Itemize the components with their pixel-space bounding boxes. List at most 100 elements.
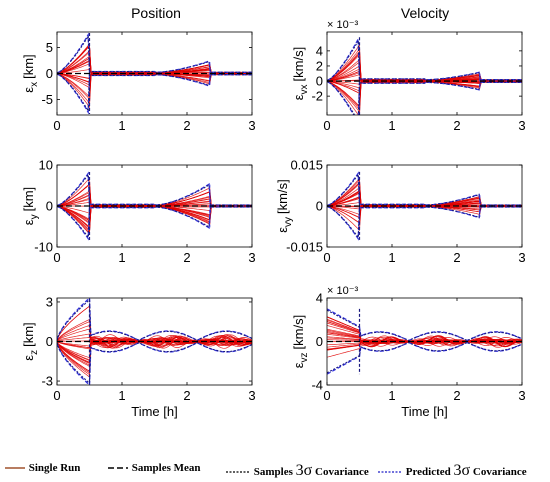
legend-sigma-samples: 3σ <box>295 462 313 479</box>
y-axis-label-unit: [km] <box>21 54 36 79</box>
legend-sigma-predicted: 3σ <box>453 462 471 479</box>
x-tick-label: 0 <box>323 118 330 133</box>
y-axis-label-unit: [km/s] <box>291 47 306 82</box>
legend-label-samples-mean: Samples Mean <box>131 462 201 474</box>
samples-cov-line <box>57 205 252 239</box>
x-tick-label: 0 <box>53 388 60 403</box>
samples-cov-line <box>327 81 522 115</box>
run-line <box>57 205 252 220</box>
run-line <box>57 177 252 206</box>
samples-cov-line <box>327 309 522 342</box>
y-axis-label-main: ε <box>21 87 36 93</box>
y-axis-label: εvy [km/s] <box>275 179 294 232</box>
x-tick-label: 3 <box>518 250 525 265</box>
y-axis-label-sub: y <box>29 214 40 219</box>
axes-box <box>326 31 523 116</box>
y-axis-label: εy [km] <box>21 187 40 225</box>
run-line <box>327 81 522 109</box>
y-tick-label: 0.015 <box>290 158 323 173</box>
run-line <box>327 81 522 108</box>
y-axis-label-sub: z <box>29 350 40 355</box>
x-tick-label: 3 <box>248 118 255 133</box>
x-tick-label: 0 <box>53 250 60 265</box>
plot-area-vx <box>327 36 522 115</box>
y-axis-label-unit: [km] <box>21 187 36 212</box>
run-line <box>57 205 252 222</box>
x-axis-label: Time [h] <box>401 404 447 419</box>
run-line <box>57 205 252 221</box>
legend-item-samples-cov: Samples 3σ Covariance <box>225 462 369 480</box>
y-axis-label-unit: [km/s] <box>291 315 306 350</box>
samples-cov-line <box>57 34 252 74</box>
legend-item-single-run: Single Run <box>4 462 80 474</box>
plot-area-vz <box>327 308 522 375</box>
y-tick-label: 3 <box>46 294 53 309</box>
x-tick-label: 3 <box>248 250 255 265</box>
samples-cov-line <box>327 341 522 374</box>
x-tick-label: 2 <box>453 388 460 403</box>
run-line <box>57 205 252 225</box>
x-tick-label: 2 <box>183 388 190 403</box>
legend: Single Run Samples Mean Samples 3σ Covar… <box>0 458 550 482</box>
run-line <box>327 206 522 232</box>
run-line <box>57 73 252 109</box>
y-axis-label-main: ε <box>291 362 306 368</box>
column-title-position: Position <box>131 5 181 21</box>
y-tick-label: -4 <box>311 378 323 393</box>
y-tick-label: 0 <box>316 334 323 349</box>
run-line <box>57 205 252 224</box>
y-tick-label: -2 <box>311 89 323 104</box>
y-axis-label-sub: x <box>29 82 40 87</box>
x-tick-label: 1 <box>388 250 395 265</box>
x-tick-label: 0 <box>323 388 330 403</box>
run-line <box>327 61 522 82</box>
predicted-cov-line <box>57 73 252 115</box>
run-line <box>327 50 522 81</box>
legend-label-single-run: Single Run <box>28 462 81 474</box>
samples-cov-line <box>327 38 522 81</box>
y-axis-label-main: ε <box>291 94 306 100</box>
x-axis-label: Time [h] <box>131 404 177 419</box>
x-tick-label: 2 <box>183 250 190 265</box>
x-tick-label: 3 <box>248 388 255 403</box>
run-line <box>327 58 522 82</box>
legend-label-predicted: Predicted <box>405 466 451 478</box>
run-line <box>57 44 252 74</box>
y-axis-label-main: ε <box>21 219 36 225</box>
y-tick-label: -0.015 <box>286 240 323 255</box>
y-axis-label-sub: vz <box>299 352 310 362</box>
y-tick-label: -3 <box>41 374 53 389</box>
x-tick-label: 2 <box>453 118 460 133</box>
y-tick-label: 10 <box>39 158 53 173</box>
y-tick-label: 0 <box>316 74 323 89</box>
y-axis-label: εvz [km/s] <box>291 315 310 368</box>
x-tick-label: 1 <box>118 388 125 403</box>
predicted-cov-line <box>327 341 522 375</box>
run-line <box>327 52 522 81</box>
y-tick-label: 4 <box>316 43 323 58</box>
predicted-cov-line <box>327 36 522 82</box>
plot-area-vy <box>327 171 522 241</box>
y-axis-label-sub: vx <box>299 84 310 94</box>
plot-area-px <box>57 32 252 115</box>
y-axis-label-unit: [km/s] <box>275 179 290 214</box>
legend-suffix-predicted: Covariance <box>472 466 527 478</box>
x-tick-label: 1 <box>388 118 395 133</box>
exponent-label: × 10⁻³ <box>327 285 359 297</box>
predicted-cov-line <box>327 171 522 207</box>
x-tick-label: 0 <box>323 250 330 265</box>
legend-item-predicted-cov: Predicted 3σ Covariance <box>377 462 527 480</box>
x-tick-label: 1 <box>388 388 395 403</box>
y-axis-label-sub: vy <box>283 217 294 227</box>
y-tick-label: 0 <box>46 66 53 81</box>
legend-label-samples: Samples <box>253 466 293 478</box>
y-tick-label: 0 <box>46 199 53 214</box>
x-tick-label: 2 <box>453 250 460 265</box>
x-tick-label: 3 <box>518 388 525 403</box>
